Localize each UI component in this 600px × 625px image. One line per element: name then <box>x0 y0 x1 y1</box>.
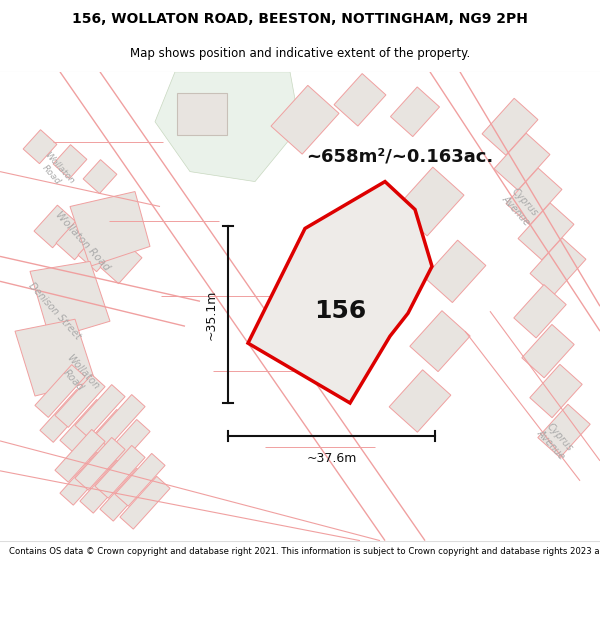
Polygon shape <box>35 364 85 418</box>
Polygon shape <box>530 238 586 295</box>
Polygon shape <box>40 389 90 442</box>
Text: Cyprus
Avenue: Cyprus Avenue <box>535 420 575 462</box>
Polygon shape <box>75 384 125 438</box>
Polygon shape <box>55 429 105 483</box>
Polygon shape <box>23 130 57 164</box>
Polygon shape <box>494 133 550 190</box>
Polygon shape <box>271 86 339 154</box>
Polygon shape <box>78 229 120 272</box>
Polygon shape <box>424 240 486 302</box>
Polygon shape <box>100 241 142 284</box>
Polygon shape <box>177 93 227 135</box>
Polygon shape <box>115 453 165 506</box>
Text: Wollaton Road: Wollaton Road <box>54 210 112 273</box>
Polygon shape <box>334 74 386 126</box>
Text: Wollaton
Road: Wollaton Road <box>56 353 100 399</box>
Polygon shape <box>60 399 110 452</box>
Polygon shape <box>514 284 566 338</box>
Text: ~35.1m: ~35.1m <box>205 289 218 340</box>
Polygon shape <box>55 374 105 428</box>
Polygon shape <box>34 205 76 248</box>
Polygon shape <box>538 404 590 458</box>
Text: 156: 156 <box>314 299 366 323</box>
Polygon shape <box>391 87 440 137</box>
Text: Map shows position and indicative extent of the property.: Map shows position and indicative extent… <box>130 48 470 61</box>
Polygon shape <box>70 191 150 266</box>
Polygon shape <box>95 394 145 448</box>
Text: ~37.6m: ~37.6m <box>307 452 356 465</box>
Polygon shape <box>30 261 110 339</box>
Polygon shape <box>15 319 95 396</box>
Polygon shape <box>530 364 582 418</box>
Polygon shape <box>80 461 130 513</box>
Polygon shape <box>83 159 117 194</box>
Text: Cyprus
Avenue: Cyprus Avenue <box>500 186 540 228</box>
Polygon shape <box>396 167 464 236</box>
Polygon shape <box>95 446 145 498</box>
Polygon shape <box>75 438 125 490</box>
Polygon shape <box>389 370 451 432</box>
Polygon shape <box>522 324 574 378</box>
Polygon shape <box>482 98 538 155</box>
Text: Contains OS data © Crown copyright and database right 2021. This information is : Contains OS data © Crown copyright and d… <box>9 546 600 556</box>
Polygon shape <box>60 452 110 505</box>
Polygon shape <box>53 144 87 179</box>
Polygon shape <box>100 419 150 472</box>
Polygon shape <box>100 468 150 521</box>
Polygon shape <box>518 203 574 260</box>
Polygon shape <box>80 409 130 462</box>
Polygon shape <box>410 311 470 372</box>
Text: 156, WOLLATON ROAD, BEESTON, NOTTINGHAM, NG9 2PH: 156, WOLLATON ROAD, BEESTON, NOTTINGHAM,… <box>72 12 528 26</box>
Polygon shape <box>155 72 300 182</box>
Polygon shape <box>248 182 432 403</box>
Polygon shape <box>506 168 562 225</box>
Polygon shape <box>56 217 98 260</box>
Text: Denison Street: Denison Street <box>27 281 83 342</box>
Text: ~658m²/~0.163ac.: ~658m²/~0.163ac. <box>307 148 494 166</box>
Text: Wollaton
Road: Wollaton Road <box>35 151 76 193</box>
Polygon shape <box>120 476 170 529</box>
